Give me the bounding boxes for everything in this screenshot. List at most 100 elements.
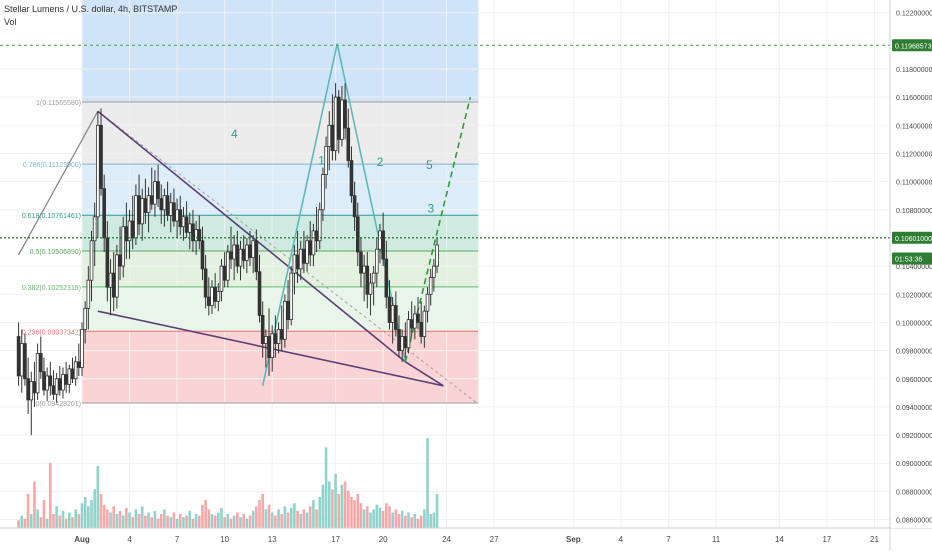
fib-zone-0.618 [82, 215, 479, 252]
x-tick-label: 24 [442, 535, 451, 544]
candle-body [371, 272, 376, 284]
candle-body [362, 265, 366, 274]
fib-label: 1(0.11565580) [36, 100, 81, 107]
volume-bar [308, 506, 312, 528]
volume-bar [99, 493, 103, 528]
candle-body [181, 216, 186, 228]
candle-body [38, 353, 43, 373]
volume-bar [277, 509, 280, 528]
volume-bar [423, 509, 426, 528]
volume-bar [153, 510, 157, 528]
candle-body [333, 96, 338, 152]
candle-body [175, 209, 179, 222]
volume-bar [426, 438, 429, 528]
candle-body [146, 195, 151, 214]
volume-bar [378, 507, 382, 528]
candle-body [111, 272, 116, 298]
volume-bar [220, 507, 223, 528]
volume-bar [102, 504, 106, 528]
volume-bar [207, 509, 211, 528]
volume-bar [366, 506, 369, 528]
volume-bar [83, 497, 87, 528]
volume-bar [36, 509, 39, 528]
y-tick-label: 0.09000000 [896, 461, 932, 468]
volume-bar [321, 484, 325, 528]
candle-body [409, 319, 414, 329]
candle-body [92, 216, 97, 242]
volume-bar [55, 506, 58, 528]
candle-body [238, 248, 243, 267]
candle-body [32, 381, 37, 394]
volume-bar [407, 512, 410, 528]
volume-bar [413, 514, 417, 528]
volume-bar [166, 515, 169, 528]
wave-label: 4 [231, 127, 238, 141]
chart-title: Stellar Lumens / U.S. dollar, 4h, BITSTA… [4, 4, 178, 14]
candle-body [168, 202, 173, 216]
candle-body [121, 226, 126, 267]
candle-body [16, 336, 21, 377]
volume-bar [140, 506, 144, 528]
volume-bar [115, 514, 119, 528]
volume-bar [33, 481, 36, 528]
candle-body [156, 181, 160, 199]
candle-body [200, 240, 205, 270]
volume-bar [106, 509, 109, 528]
candle-body [270, 333, 274, 359]
candle-body [435, 244, 439, 267]
candle-body [298, 248, 303, 270]
candle-body [368, 282, 373, 295]
candle-body [77, 361, 81, 368]
candle-body [165, 195, 170, 216]
candle-body [283, 300, 287, 340]
y-tick-label: 0.11200000 [896, 151, 932, 158]
volume-bar [270, 512, 274, 528]
wave-label: 3 [428, 202, 435, 216]
candle-body [413, 313, 417, 329]
candle-body [254, 240, 259, 273]
candle-body [397, 329, 401, 351]
candle-body [115, 254, 119, 298]
candle-body [400, 336, 404, 351]
volume-bar [125, 507, 128, 528]
candle-body [99, 124, 103, 190]
x-tick-label: 21 [870, 535, 879, 544]
candle-body [324, 146, 328, 175]
candle-body [245, 244, 249, 261]
candle-body [143, 198, 148, 214]
candle-body [149, 195, 154, 205]
wave-label: 5 [426, 158, 433, 172]
candle-body [86, 279, 91, 309]
volume-bar [404, 515, 407, 528]
candle-body [23, 343, 27, 380]
volume-bar [77, 514, 81, 528]
volume-bar [210, 514, 214, 528]
volume-bar [23, 518, 27, 528]
volume-bar [26, 493, 30, 528]
dotted-trend-line [97, 110, 479, 405]
volume-bar [144, 515, 147, 528]
candle-body [425, 293, 430, 312]
candle-body [387, 296, 392, 323]
candle-body [317, 209, 322, 242]
candle-body [394, 305, 398, 330]
volume-bar [96, 466, 100, 528]
volume-bar [185, 515, 188, 528]
candle-body [64, 374, 68, 385]
candle-body [403, 336, 408, 349]
volume-bar [410, 517, 413, 528]
y-tick-label: 0.12200000 [896, 11, 932, 18]
candle-body [153, 181, 157, 205]
candle-body [428, 276, 433, 295]
candle-body [67, 368, 72, 385]
y-tick-label: 0.09200000 [896, 433, 932, 440]
volume-bar [49, 462, 52, 528]
volume-bar [204, 500, 207, 528]
volume-bar [381, 510, 385, 528]
candle-body [248, 244, 252, 259]
candle-body [159, 198, 164, 211]
x-tick-label: 27 [490, 535, 499, 544]
candle-body [327, 124, 332, 147]
